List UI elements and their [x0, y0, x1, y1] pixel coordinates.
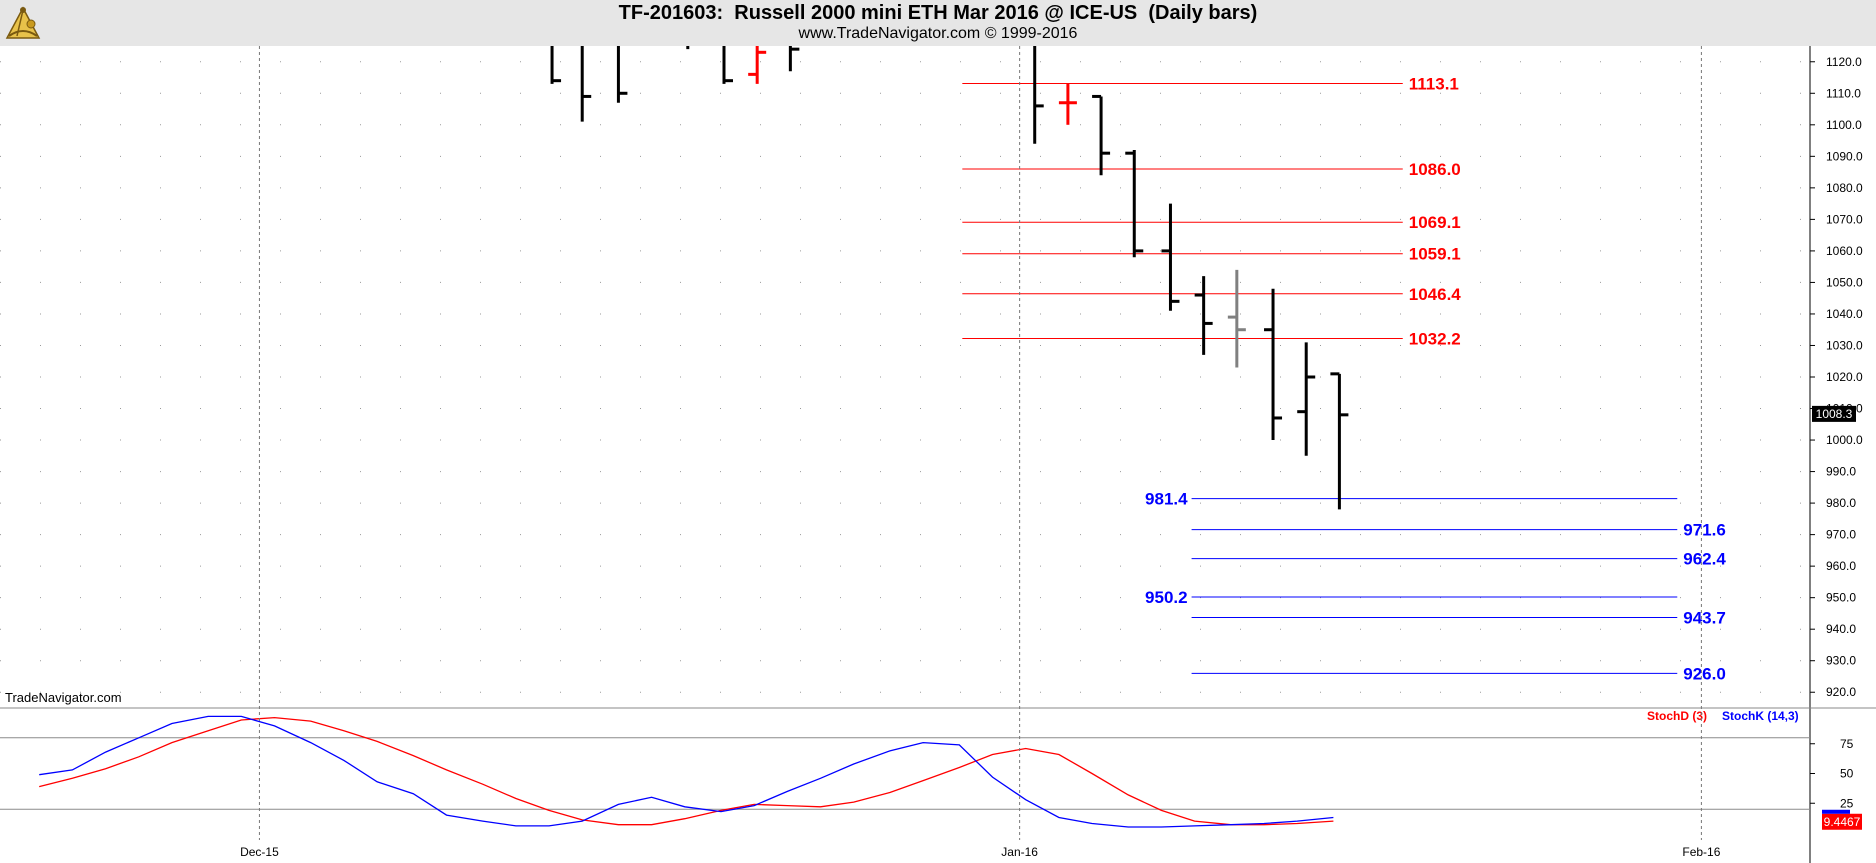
grid: [0, 61, 1810, 693]
price-level-label: 1059.1: [1409, 245, 1461, 264]
stoch-k-marker: [1822, 809, 1850, 814]
price-tick-label: 1040.0: [1826, 307, 1863, 321]
ohlc-bar: [1058, 83, 1077, 125]
ohlc-bar: [1330, 372, 1349, 510]
stoch-tick-label: 75: [1840, 737, 1854, 751]
price-tick-label: 1030.0: [1826, 338, 1863, 352]
stoch-legend-entry: StochD (3): [1647, 709, 1707, 723]
price-level-label: 943.7: [1683, 609, 1726, 628]
sextant-logo-icon: [5, 6, 41, 39]
price-level-label: 1032.2: [1409, 330, 1461, 349]
price-level-label: 1086.0: [1409, 160, 1461, 179]
price-tick-label: 1060.0: [1826, 244, 1863, 258]
ohlc-bar: [1194, 276, 1213, 355]
last-price-box: [1812, 405, 1856, 422]
stoch-series-line: [39, 715, 1334, 828]
price-tick-label: 970.0: [1826, 528, 1856, 542]
stoch-last-value-box: [1822, 813, 1862, 830]
date-label: Dec-15: [240, 845, 279, 859]
watermark: TradeNavigator.com: [5, 690, 122, 705]
stoch-series-line: [39, 716, 1334, 826]
ohlc-bar: [722, 46, 733, 84]
ohlc-bar: [616, 46, 628, 103]
price-tick-label: 920.0: [1826, 685, 1856, 699]
ohlc-bar: [580, 46, 592, 122]
price-bars: [550, 46, 1349, 510]
price-tick-label: 1050.0: [1826, 275, 1863, 289]
price-level-label: 926.0: [1683, 664, 1726, 683]
ohlc-bar: [1264, 288, 1283, 441]
ohlc-bar: [1161, 203, 1180, 311]
price-levels: 1113.1 1086.0 1069.1 1059.1 1046.4 1032.2 981.…: [962, 75, 1726, 683]
price-level-label: 1046.4: [1409, 285, 1462, 304]
price-axis: 920.0 930.0 940.0 950.0 960.0 970.0 980.0 990.0…: [1809, 46, 1863, 863]
ohlc-bar: [748, 46, 767, 84]
last-price-label: 1008.3: [1816, 407, 1853, 421]
price-level-label: 1113.1: [1409, 75, 1459, 94]
chart-title: TF-201603: Russell 2000 mini ETH Mar 201…: [618, 2, 1258, 24]
date-label: Feb-16: [1682, 845, 1720, 859]
ohlc-bar: [1125, 150, 1144, 258]
stoch-lines: [39, 715, 1334, 828]
ohlc-bar: [550, 46, 562, 84]
chart-subtitle: www.TradeNavigator.com © 1999-2016: [798, 25, 1078, 42]
price-level-label: 950.2: [1145, 588, 1188, 607]
date-axis: Dec-15 Jan-16 Feb-16: [240, 46, 1721, 859]
price-tick-label: 1000.0: [1826, 433, 1863, 447]
chart-header: TF-201603: Russell 2000 mini ETH Mar 201…: [0, 0, 1876, 46]
ohlc-bar: [788, 46, 800, 72]
ohlc-bar: [1033, 46, 1044, 144]
price-tick-label: 980.0: [1826, 496, 1856, 510]
price-tick-label: 960.0: [1826, 559, 1856, 573]
price-tick-label: 1080.0: [1826, 181, 1863, 195]
date-label: Jan-16: [1001, 845, 1038, 859]
ohlc-bar: [686, 46, 690, 50]
stoch-tick-label: 50: [1840, 767, 1854, 781]
ohlc-bar: [1297, 342, 1316, 456]
stoch-last-value-label: 9.4467: [1824, 815, 1861, 829]
price-tick-label: 1100.0: [1826, 118, 1862, 132]
stoch-tick-label: 25: [1840, 796, 1854, 810]
price-tick-label: 990.0: [1826, 465, 1856, 479]
price-tick-label: 1120.0: [1826, 55, 1862, 69]
stoch-legend-entry: StochK (14,3): [1722, 709, 1799, 723]
price-level-label: 971.6: [1683, 521, 1726, 540]
price-tick-label: 1020.0: [1826, 370, 1863, 384]
price-tick-label: 940.0: [1826, 622, 1856, 636]
ohlc-bar: [1227, 269, 1246, 368]
price-tick-label: 1110.0: [1826, 86, 1861, 100]
price-tick-label: 1070.0: [1826, 212, 1863, 226]
price-tick-label: 930.0: [1826, 654, 1856, 668]
price-tick-label: 950.0: [1826, 591, 1856, 605]
ohlc-bar: [1092, 94, 1111, 176]
price-level-label: 1069.1: [1409, 213, 1461, 232]
price-level-label: 981.4: [1145, 490, 1188, 509]
stochastic-panel: 25 50 75 StochD (3) StochK (14,3) 9.4467: [0, 707, 1876, 830]
price-level-label: 962.4: [1683, 550, 1726, 569]
price-tick-label: 1090.0: [1826, 149, 1863, 163]
